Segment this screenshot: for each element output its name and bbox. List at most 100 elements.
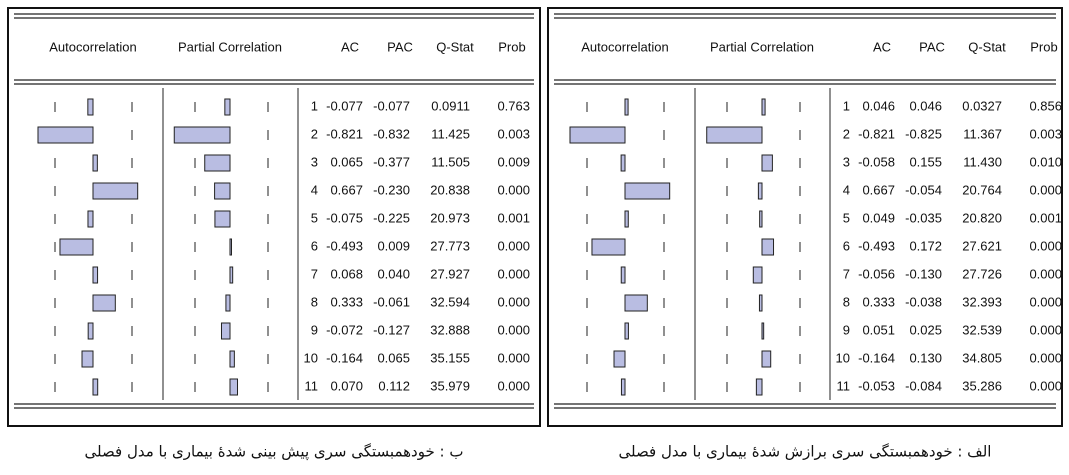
- table-cell: -0.077: [373, 98, 410, 113]
- correlation-bar: [173, 126, 231, 144]
- table-cell: 20.820: [962, 210, 1002, 225]
- correlation-bar: [706, 126, 763, 144]
- correlation-bar: [229, 350, 235, 368]
- table-cell: 5: [843, 210, 850, 225]
- column-header: Autocorrelation: [581, 39, 668, 54]
- table-cell: 9: [843, 322, 850, 337]
- table-cell: 34.805: [962, 350, 1002, 365]
- table-cell: 0.763: [497, 98, 530, 113]
- correlation-bar: [755, 378, 763, 396]
- table-cell: 11.425: [431, 126, 470, 141]
- table-cell: 32.393: [962, 294, 1002, 309]
- correlation-bar: [224, 98, 231, 116]
- table-cell: 0.009: [497, 154, 530, 169]
- table-cell: 0.000: [1029, 266, 1062, 281]
- correlation-bar: [92, 182, 139, 200]
- table-cell: 0.000: [497, 238, 530, 253]
- table-cell: 0.000: [1029, 378, 1062, 393]
- table-cell: 0.065: [377, 350, 410, 365]
- table-cell: 0.667: [862, 182, 895, 197]
- table-cell: -0.377: [373, 154, 410, 169]
- column-header: Prob: [1030, 39, 1057, 54]
- table-cell: -0.130: [905, 266, 942, 281]
- correlation-bar: [624, 182, 671, 200]
- table-cell: 0.068: [330, 266, 363, 281]
- table-cell: 0.046: [909, 98, 942, 113]
- correlation-bar: [229, 266, 234, 284]
- panel-border: [547, 7, 1063, 427]
- correlation-bar: [624, 210, 629, 228]
- table-cell: 0.070: [330, 378, 363, 393]
- table-cell: 1: [843, 98, 850, 113]
- correlation-bar: [624, 98, 629, 116]
- table-cell: -0.832: [373, 126, 410, 141]
- table-cell: -0.061: [373, 294, 410, 309]
- table-cell: 0.009: [377, 238, 410, 253]
- table-cell: 0.065: [330, 154, 363, 169]
- table-cell: 32.539: [962, 322, 1002, 337]
- column-header: AC: [873, 39, 891, 54]
- table-cell: -0.075: [326, 210, 363, 225]
- table-cell: 0.000: [1029, 182, 1062, 197]
- table-cell: 35.155: [430, 350, 470, 365]
- correlation-bar: [92, 266, 99, 284]
- table-cell: 20.838: [430, 182, 470, 197]
- table-cell: 8: [311, 294, 318, 309]
- table-cell: 11: [305, 378, 319, 393]
- table-cell: 11.367: [963, 126, 1002, 141]
- table-cell: 0.333: [330, 294, 363, 309]
- table-cell: -0.084: [905, 378, 942, 393]
- table-cell: 10: [304, 350, 318, 365]
- table-cell: 2: [311, 126, 318, 141]
- column-header: PAC: [919, 39, 945, 54]
- table-cell: 6: [843, 238, 850, 253]
- table-cell: -0.053: [858, 378, 895, 393]
- table-cell: 0.000: [497, 350, 530, 365]
- table-cell: 0.003: [497, 126, 530, 141]
- correlation-bar: [87, 98, 94, 116]
- table-cell: 0.001: [497, 210, 530, 225]
- correlation-bar: [87, 322, 94, 340]
- table-cell: 20.973: [430, 210, 470, 225]
- table-cell: 20.764: [962, 182, 1002, 197]
- table-cell: -0.493: [326, 238, 363, 253]
- table-cell: 2: [843, 126, 850, 141]
- caption: ب : خودهمبستگی سری پیش بینی شدهٔ بیماری …: [85, 443, 464, 462]
- table-cell: 0.001: [1029, 210, 1062, 225]
- table-cell: 5: [311, 210, 318, 225]
- table-cell: -0.072: [326, 322, 363, 337]
- table-cell: 0.025: [909, 322, 942, 337]
- table-cell: -0.821: [326, 126, 363, 141]
- table-cell: 0.000: [1029, 322, 1062, 337]
- table-cell: 0.333: [862, 294, 895, 309]
- table-cell: 0.000: [497, 182, 530, 197]
- table-cell: 11.430: [963, 154, 1002, 169]
- table-cell: -0.225: [373, 210, 410, 225]
- correlation-bar: [591, 238, 626, 256]
- table-cell: 27.621: [962, 238, 1002, 253]
- correlation-bar: [92, 378, 99, 396]
- table-cell: 0.049: [862, 210, 895, 225]
- table-cell: 4: [843, 182, 850, 197]
- table-cell: 0.172: [909, 238, 942, 253]
- table-cell: -0.058: [858, 154, 895, 169]
- table-cell: 0.010: [1029, 154, 1062, 169]
- table-cell: -0.127: [373, 322, 410, 337]
- correlation-bar: [220, 322, 231, 340]
- caption: الف : خودهمبستگی سری برازش شدهٔ بیماری ب…: [619, 443, 992, 461]
- table-cell: 32.888: [430, 322, 470, 337]
- table-cell: 3: [843, 154, 850, 169]
- table-cell: -0.077: [326, 98, 363, 113]
- correlation-bar: [761, 322, 765, 340]
- table-cell: 0.000: [1029, 350, 1062, 365]
- correlation-bar: [761, 154, 773, 172]
- correlation-bar: [613, 350, 626, 368]
- column-header: Autocorrelation: [49, 39, 136, 54]
- table-cell: 0.667: [330, 182, 363, 197]
- correlation-bar: [761, 350, 772, 368]
- table-cell: 0.003: [1029, 126, 1062, 141]
- correlation-bar: [92, 154, 98, 172]
- table-cell: 27.773: [430, 238, 470, 253]
- table-cell: 32.594: [430, 294, 470, 309]
- correlation-bar: [204, 154, 231, 172]
